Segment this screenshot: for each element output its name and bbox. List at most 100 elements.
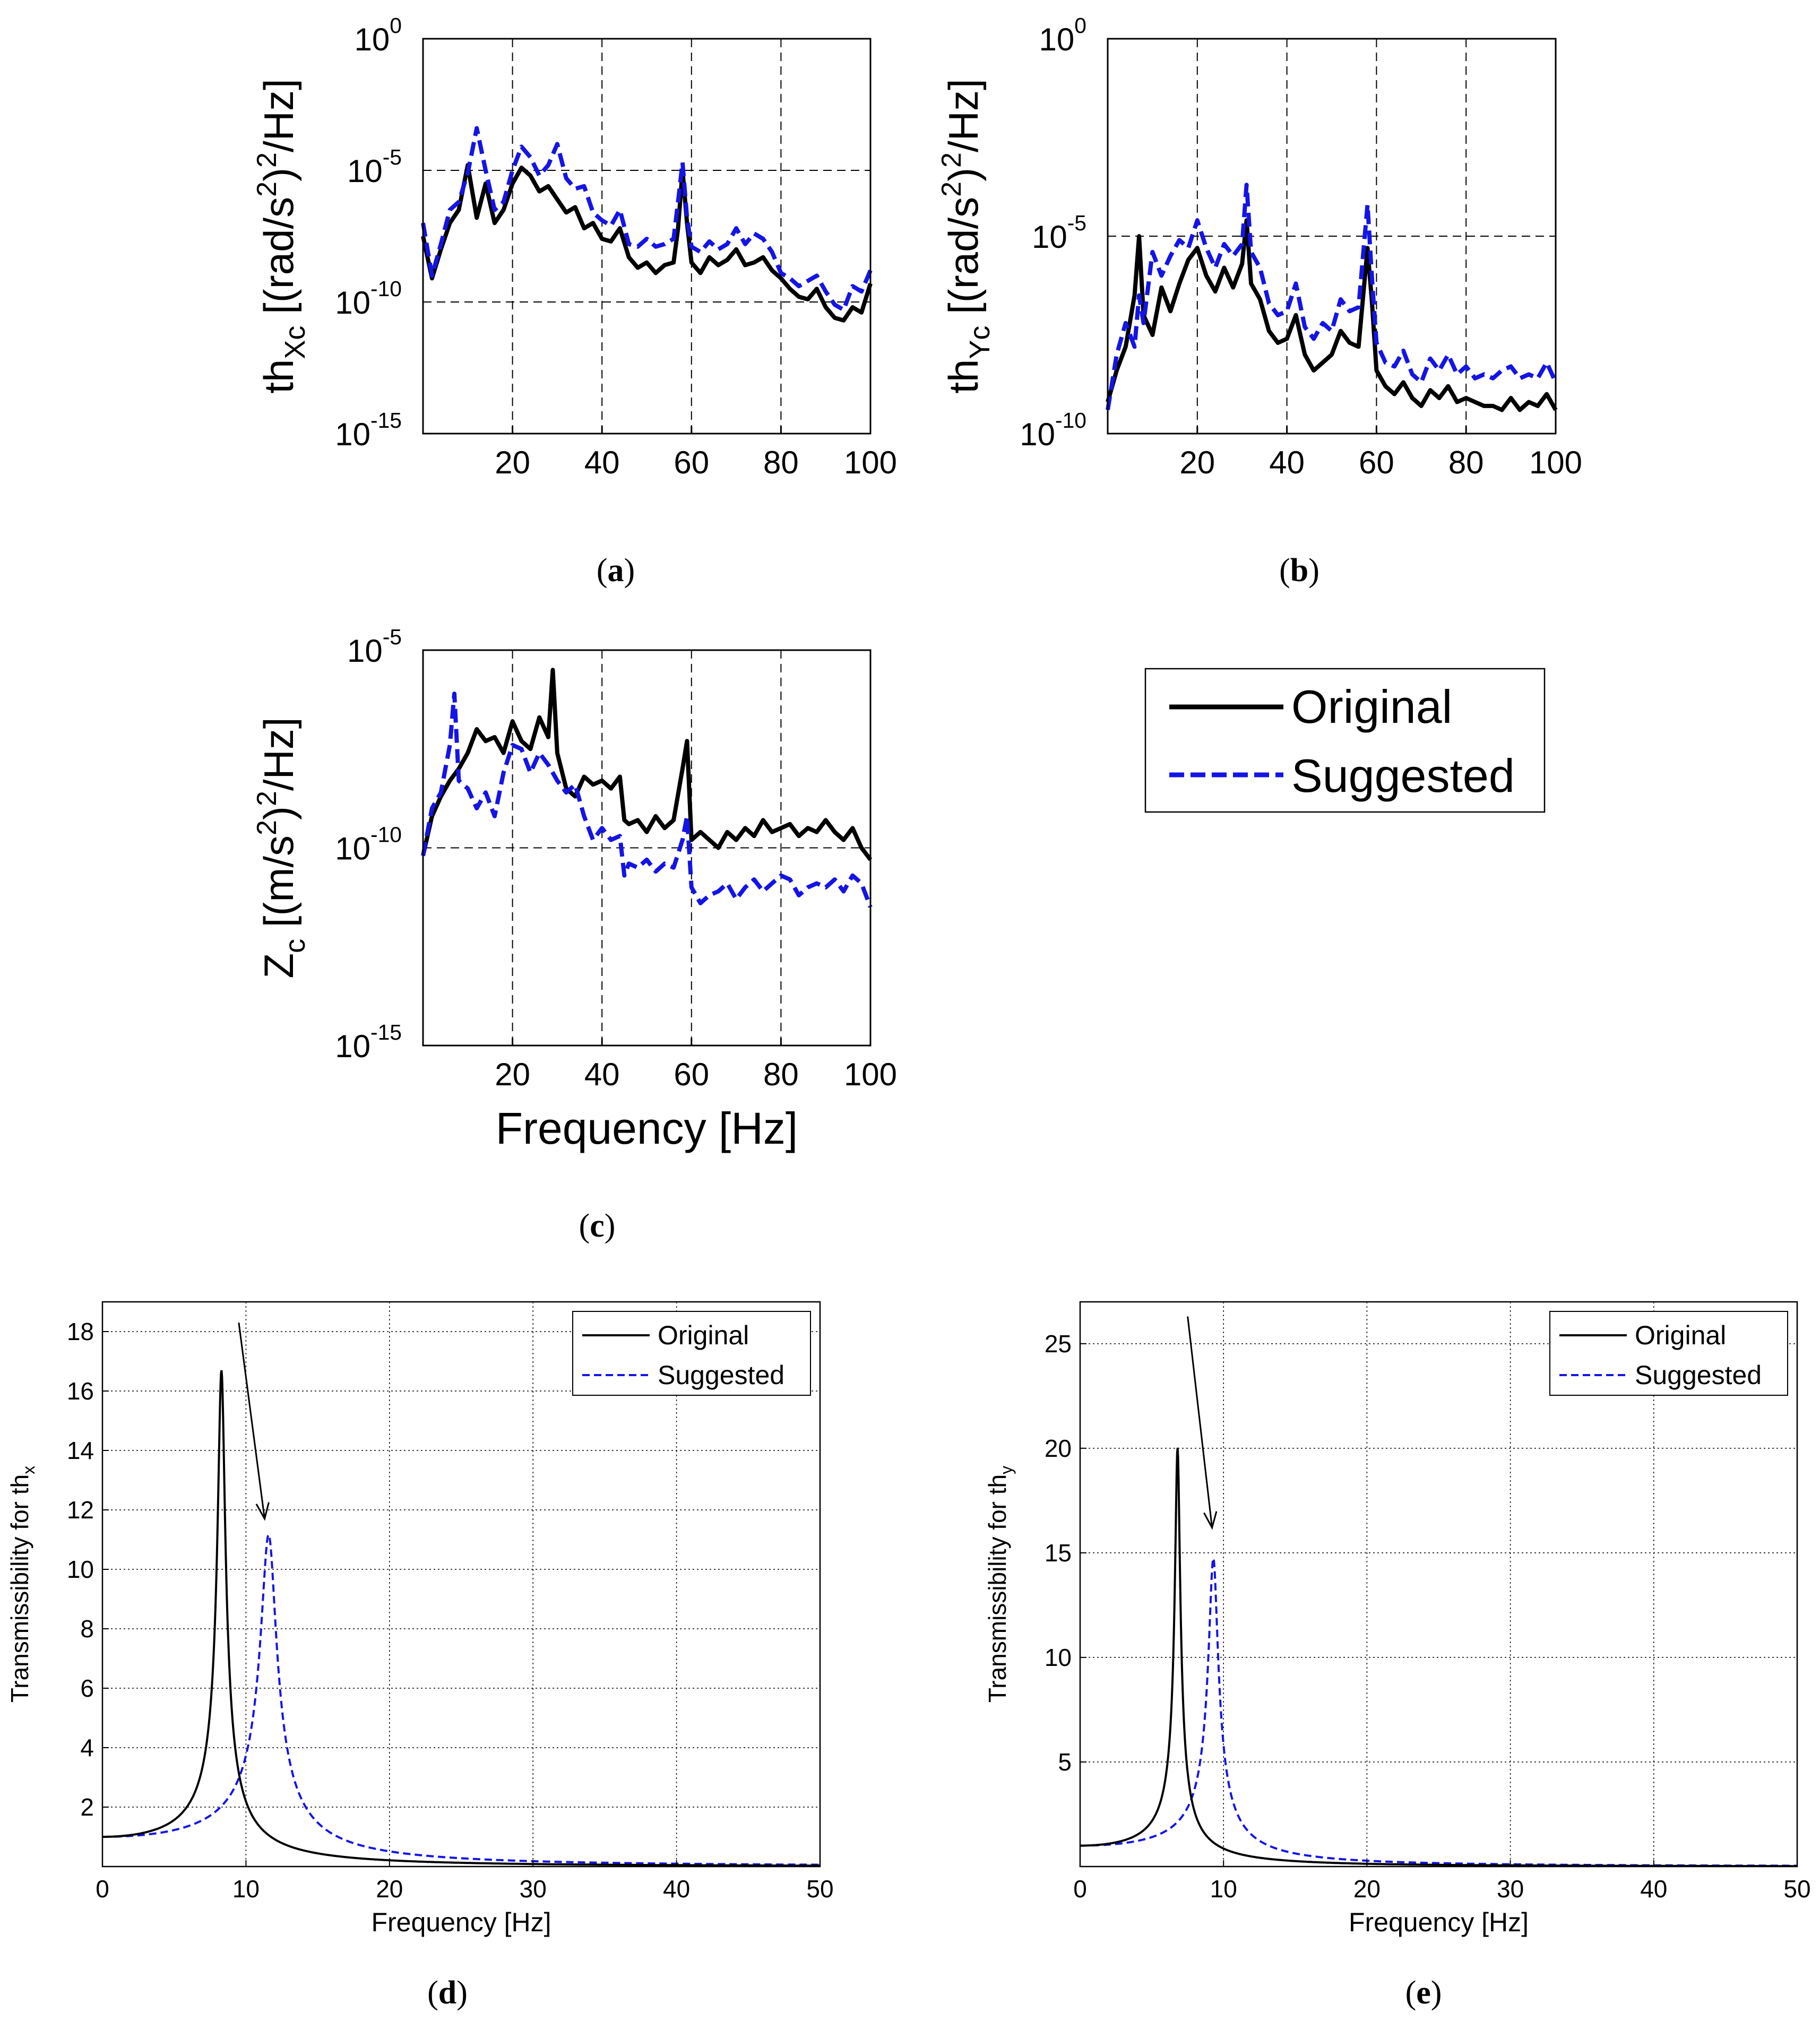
y-tick-label: 10-10 — [335, 823, 402, 867]
y-tick-label: 25 — [1045, 1330, 1072, 1358]
y-label-text: ) — [255, 168, 302, 182]
y-label-main: th — [255, 359, 302, 394]
x-axis-label: Frequency [Hz] — [496, 1103, 798, 1153]
legend-frame — [1549, 1311, 1788, 1396]
y-tick-label: 10-5 — [1032, 211, 1086, 255]
y-tick-exponent: -15 — [370, 1020, 402, 1044]
panel-caption: (e) — [1405, 1975, 1442, 2011]
x-tick-label: 40 — [584, 445, 620, 480]
caption-paren: ) — [624, 552, 635, 589]
legend-label-suggested: Suggested — [1635, 1360, 1762, 1390]
y-label-subscript: Yc — [964, 326, 996, 359]
y-axis-label: Transmissibility for thy — [984, 1466, 1016, 1703]
panel-caption: (b) — [1279, 552, 1319, 589]
series-line-suggested — [421, 692, 873, 908]
y-label-text: /Hz] — [940, 79, 987, 152]
series-line-suggested — [102, 1533, 820, 1866]
caption-letter: c — [590, 1208, 605, 1244]
y-label-main: Z — [255, 953, 302, 979]
x-axis-label: Frequency [Hz] — [371, 1907, 551, 1937]
legend-label-original: Original — [658, 1320, 749, 1350]
y-label-superscript: 2 — [252, 152, 282, 168]
x-tick-label: 50 — [1783, 1875, 1810, 1903]
x-tick-label: 60 — [674, 1057, 709, 1092]
y-tick-label: 20 — [1045, 1435, 1072, 1462]
y-label-main: Transmissibility for th — [6, 1474, 33, 1703]
y-tick-label: 14 — [67, 1437, 94, 1464]
legend-label-original: Original — [1635, 1320, 1726, 1350]
y-tick-label: 16 — [67, 1377, 94, 1405]
axes-frame — [1079, 1301, 1798, 1868]
y-label-superscript: 2 — [936, 182, 967, 197]
panel-caption: (a) — [597, 552, 635, 589]
x-tick-label: 40 — [663, 1875, 690, 1903]
x-tick-label: 60 — [674, 445, 709, 480]
y-tick-label: 100 — [355, 13, 402, 57]
y-label-main: th — [940, 359, 987, 394]
x-tick-label: 50 — [806, 1875, 833, 1903]
x-tick-label: 100 — [844, 445, 897, 480]
caption-paren: ( — [597, 552, 608, 589]
panel-caption: (c) — [579, 1208, 616, 1244]
caption-letter: e — [1416, 1975, 1431, 2011]
caption-letter: d — [438, 1975, 456, 2011]
y-tick-base: 10 — [347, 153, 383, 189]
y-tick-base: 10 — [347, 633, 383, 669]
y-tick-exponent: 0 — [390, 13, 402, 38]
x-tick-label: 20 — [495, 1057, 530, 1092]
x-tick-label: 20 — [1353, 1875, 1381, 1903]
series-line-original — [102, 1370, 820, 1867]
y-label-superscript: 2 — [252, 820, 282, 835]
annotation-arrow-shaft — [238, 1323, 266, 1519]
axes-frame — [422, 38, 872, 435]
caption-letter: a — [608, 552, 624, 589]
y-label-subscript: y — [997, 1466, 1016, 1474]
y-tick-label: 10 — [67, 1556, 94, 1583]
x-tick-label: 80 — [763, 445, 799, 480]
axes-frame — [422, 649, 872, 1047]
y-tick-exponent: -10 — [370, 277, 402, 301]
x-tick-label: 30 — [520, 1875, 547, 1903]
y-tick-exponent: -10 — [1055, 408, 1086, 433]
y-tick-label: 15 — [1045, 1539, 1072, 1567]
y-tick-base: 10 — [1032, 219, 1067, 255]
shared-legend: Original Suggested — [1144, 668, 1546, 813]
y-label-text: ) — [940, 168, 987, 182]
annotation-arrow-shaft — [1187, 1316, 1213, 1528]
y-label-superscript: 2 — [252, 182, 282, 197]
series-line-suggested — [1106, 183, 1558, 411]
y-axis-label: Transmissibility for thx — [6, 1466, 38, 1703]
y-tick-base: 10 — [335, 1029, 370, 1064]
y-tick-exponent: -10 — [370, 823, 402, 847]
y-tick-label: 10-5 — [347, 145, 402, 189]
caption-paren: ( — [1279, 552, 1290, 589]
y-axis-label: Zc [(m/s2)2/Hz] — [252, 717, 311, 978]
caption-paren: ) — [456, 1975, 468, 2011]
y-tick-exponent: -5 — [383, 625, 402, 649]
y-tick-label: 5 — [1058, 1748, 1072, 1776]
x-tick-label: 40 — [584, 1057, 620, 1092]
y-label-text: /Hz] — [255, 79, 302, 152]
caption-letter: b — [1290, 552, 1308, 589]
y-tick-base: 10 — [335, 417, 370, 452]
annotation-arrow-head — [255, 1502, 270, 1521]
y-label-text: [(m/s — [255, 835, 302, 939]
series-line-suggested — [421, 126, 873, 312]
series-line-original — [421, 163, 873, 323]
y-tick-label: 6 — [80, 1674, 94, 1702]
x-tick-label: 100 — [1529, 445, 1582, 480]
y-tick-exponent: -5 — [383, 145, 402, 169]
y-tick-label: 12 — [67, 1496, 94, 1524]
y-tick-exponent: -15 — [370, 408, 402, 433]
y-label-subscript: x — [19, 1466, 38, 1474]
x-tick-label: 80 — [1448, 445, 1484, 480]
x-tick-label: 20 — [495, 445, 530, 480]
y-tick-base: 10 — [335, 831, 370, 867]
x-tick-label: 100 — [844, 1057, 897, 1092]
y-tick-label: 10-15 — [335, 408, 402, 452]
panel-d: 0 10 20 30 40 50 2 4 6 8 10 12 14 16 18 Frequency [Hz] T… — [6, 1301, 834, 2011]
caption-paren: ) — [1431, 1975, 1442, 2011]
axes-frame — [101, 1301, 821, 1868]
x-tick-label: 40 — [1269, 445, 1305, 480]
